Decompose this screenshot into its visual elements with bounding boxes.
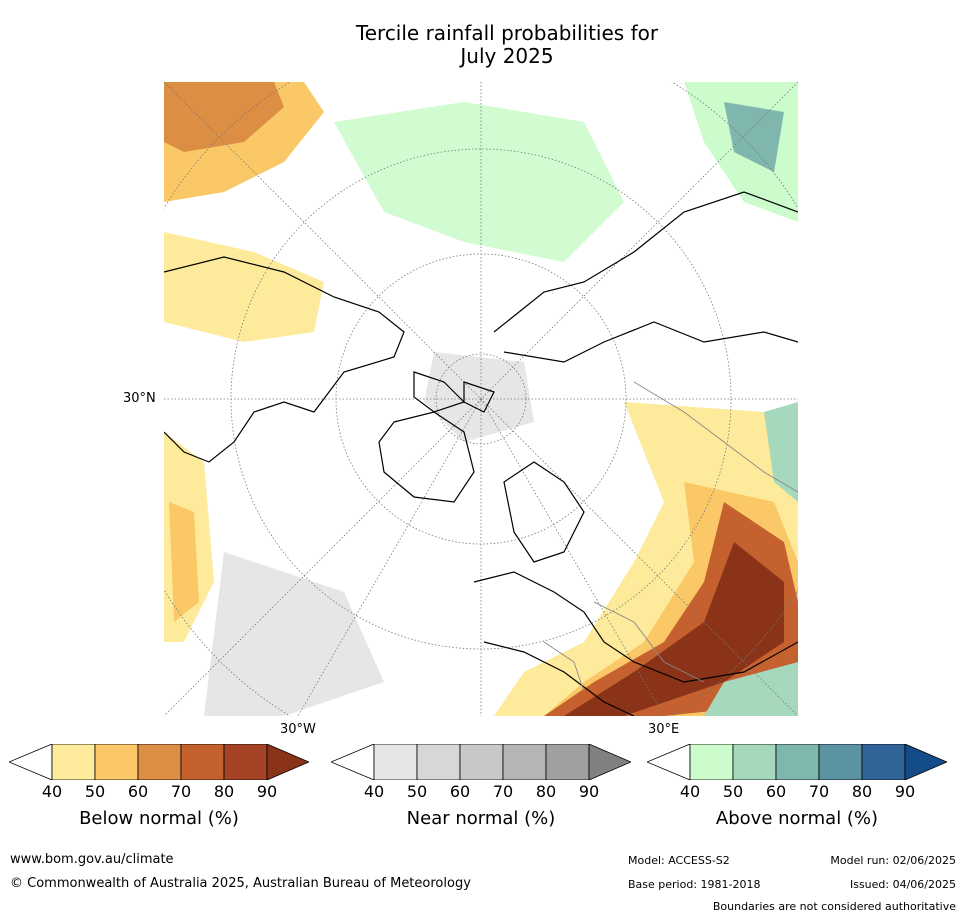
colorbar-extend-high xyxy=(588,744,631,780)
map-title-line2: July 2025 xyxy=(460,44,554,68)
border-europe-central xyxy=(543,641,585,693)
colorbar-bin xyxy=(689,744,734,780)
coast-arctic-islands xyxy=(413,371,495,413)
tick: 60 xyxy=(449,782,471,801)
near-normal-region-south xyxy=(204,552,384,716)
coast-north-america xyxy=(164,256,405,463)
graticule xyxy=(164,82,798,716)
colorbar-above-svg xyxy=(647,744,947,780)
colorbar-above-normal xyxy=(647,744,947,780)
tick: 50 xyxy=(406,782,428,801)
coast-scandinavia xyxy=(503,461,585,563)
coast-greenland xyxy=(378,411,475,503)
above-normal-region-southeast xyxy=(704,662,798,716)
colorbar-bin xyxy=(137,744,182,780)
colorbar-extend-low xyxy=(9,744,53,780)
footer-model: Model: ACCESS-S2 xyxy=(628,854,730,867)
tick: 80 xyxy=(851,782,873,801)
coast-eurasia-north xyxy=(493,191,798,363)
tick: 50 xyxy=(84,782,106,801)
footer-boundaries-note: Boundaries are not considered authoritat… xyxy=(712,900,956,913)
colorbar-bin xyxy=(51,744,96,780)
tick: 90 xyxy=(256,782,278,801)
colorbar-extend-low xyxy=(647,744,691,780)
above-normal-region-east-edge xyxy=(764,402,798,502)
colorbar-near-svg xyxy=(331,744,631,780)
border-russia xyxy=(633,381,798,493)
below-normal-region-eurasia-max xyxy=(564,542,784,716)
country-borders xyxy=(543,381,798,693)
colorbar-bin xyxy=(775,744,820,780)
footer-issued: Issued: 04/06/2025 xyxy=(849,878,956,891)
border-europe-east xyxy=(593,601,705,683)
colorbar-below-label: Below normal (%) xyxy=(79,808,239,829)
meridian-30e xyxy=(480,398,665,716)
tick: 70 xyxy=(808,782,830,801)
coastlines xyxy=(164,191,798,716)
colorbar-bin xyxy=(180,744,225,780)
colorbar-bin xyxy=(545,744,590,780)
label-30n: 30°N xyxy=(123,391,156,406)
tick: 60 xyxy=(765,782,787,801)
colorbar-below-svg xyxy=(9,744,309,780)
tick: 70 xyxy=(492,782,514,801)
meridian-30w xyxy=(297,398,482,716)
below-normal-region-southwest-2 xyxy=(169,502,199,622)
tick: 50 xyxy=(722,782,744,801)
map-title: Tercile rainfall probabilities for July … xyxy=(0,22,965,68)
below-normal-core-northwest xyxy=(164,82,284,152)
tick: 90 xyxy=(578,782,600,801)
colorbar-bin xyxy=(416,744,461,780)
coast-europe xyxy=(473,571,798,683)
tick: 80 xyxy=(535,782,557,801)
colorbar-bin xyxy=(502,744,547,780)
colorbar-extend-high xyxy=(266,744,309,780)
tick: 60 xyxy=(127,782,149,801)
above-normal-region-arctic xyxy=(334,102,624,262)
footer-website: www.bom.gov.au/climate xyxy=(10,852,174,867)
colorbar-bin xyxy=(373,744,418,780)
tick: 70 xyxy=(170,782,192,801)
tick: 90 xyxy=(894,782,916,801)
tick: 40 xyxy=(41,782,63,801)
tick: 80 xyxy=(213,782,235,801)
rainfall-probability-map xyxy=(164,82,798,716)
colorbar-bin xyxy=(818,744,863,780)
colorbar-near-normal xyxy=(331,744,631,780)
colorbar-bin xyxy=(732,744,777,780)
above-normal-core-northeast xyxy=(724,102,784,172)
colorbar-above-label: Above normal (%) xyxy=(715,808,879,829)
footer-model-run: Model run: 02/06/2025 xyxy=(830,854,956,867)
colorbar-near-label: Near normal (%) xyxy=(406,808,556,829)
colorbar-extend-low xyxy=(331,744,375,780)
coast-mediterranean xyxy=(483,641,635,716)
tick: 40 xyxy=(679,782,701,801)
label-30e: 30°E xyxy=(648,722,680,737)
colorbar-bin xyxy=(223,744,268,780)
colorbar-below-normal xyxy=(9,744,309,780)
polar-map-svg xyxy=(164,82,798,716)
colorbar-extend-high xyxy=(904,744,947,780)
colorbar-bin xyxy=(94,744,139,780)
label-30w: 30°W xyxy=(280,722,316,737)
colorbar-bin xyxy=(861,744,906,780)
footer-copyright: © Commonwealth of Australia 2025, Austra… xyxy=(10,876,471,891)
tick: 40 xyxy=(363,782,385,801)
footer-base-period: Base period: 1981-2018 xyxy=(628,878,761,891)
below-normal-region-west xyxy=(164,232,324,342)
colorbar-bin xyxy=(459,744,504,780)
map-title-line1: Tercile rainfall probabilities for xyxy=(355,21,659,45)
